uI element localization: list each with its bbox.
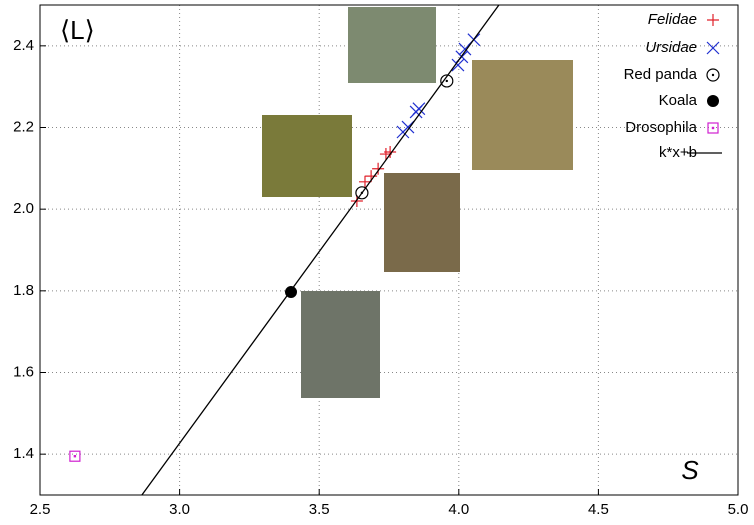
x-tick-label: 2.5: [30, 501, 51, 518]
y-tick-label: 2.0: [13, 200, 34, 217]
disc-shape: [707, 95, 719, 107]
x-tick-label: 3.5: [309, 501, 330, 518]
cross-shape: [412, 102, 426, 116]
y-tick-label: 2.4: [13, 37, 34, 54]
photo-cat: [384, 173, 460, 272]
plus-shape: [358, 175, 371, 188]
marker: [69, 450, 81, 462]
marker: [358, 175, 371, 188]
y-axis-label: ⟨L⟩: [60, 15, 95, 45]
marker: [451, 58, 465, 72]
legend-label: Ursidae: [645, 39, 697, 56]
x-axis-label: S: [681, 455, 699, 485]
photo-koala: [301, 291, 380, 398]
x-tick-label: 4.5: [588, 501, 609, 518]
photos: [262, 7, 573, 398]
dot-shape: [445, 79, 448, 83]
x-tick-label: 4.0: [448, 501, 469, 518]
marks: [69, 5, 500, 495]
fit-line: [141, 5, 500, 495]
legend-label: Koala: [659, 92, 698, 109]
marker: [707, 122, 719, 134]
marker: [440, 74, 454, 88]
y-tick-label: 1.8: [13, 282, 34, 299]
legend-label: k*x+b: [659, 144, 697, 161]
marker: [706, 68, 720, 82]
plot-frame: [39, 4, 739, 496]
marker: [707, 95, 719, 107]
legend: Felidae Ursidae Red panda Koala Drosophila k*…: [624, 11, 722, 161]
marker: [372, 162, 385, 175]
circle-shape: [440, 74, 454, 88]
y-tick-label: 1.4: [13, 445, 34, 462]
y-tick-label: 1.6: [13, 363, 34, 380]
dot-shape: [711, 126, 715, 130]
marker: [412, 102, 426, 116]
circle-shape: [706, 68, 720, 82]
cross-shape: [401, 120, 415, 134]
photo-red-panda: [262, 115, 352, 197]
legend-label: Red panda: [624, 66, 698, 83]
x-tick-label: 5.0: [728, 501, 749, 518]
photo-panda: [348, 7, 436, 83]
marker: [401, 120, 415, 134]
x-tick-label: 3.0: [169, 501, 190, 518]
cross-shape: [706, 41, 720, 55]
dot-shape: [73, 455, 77, 458]
plus-shape: [707, 14, 719, 26]
square-shape: [707, 122, 719, 134]
cross-shape: [451, 58, 465, 72]
y-tick-label: 2.2: [13, 118, 34, 135]
dot-shape: [711, 73, 715, 77]
square-shape: [69, 450, 81, 462]
plus-shape: [372, 162, 385, 175]
marker: [707, 14, 719, 26]
plus-shape: [384, 146, 397, 158]
circle-shape: [355, 186, 369, 200]
marker: [384, 146, 397, 158]
legend-label: Felidae: [648, 11, 697, 28]
marker: [706, 41, 720, 55]
photo-bear: [472, 60, 573, 170]
legend-label: Drosophila: [625, 119, 697, 136]
